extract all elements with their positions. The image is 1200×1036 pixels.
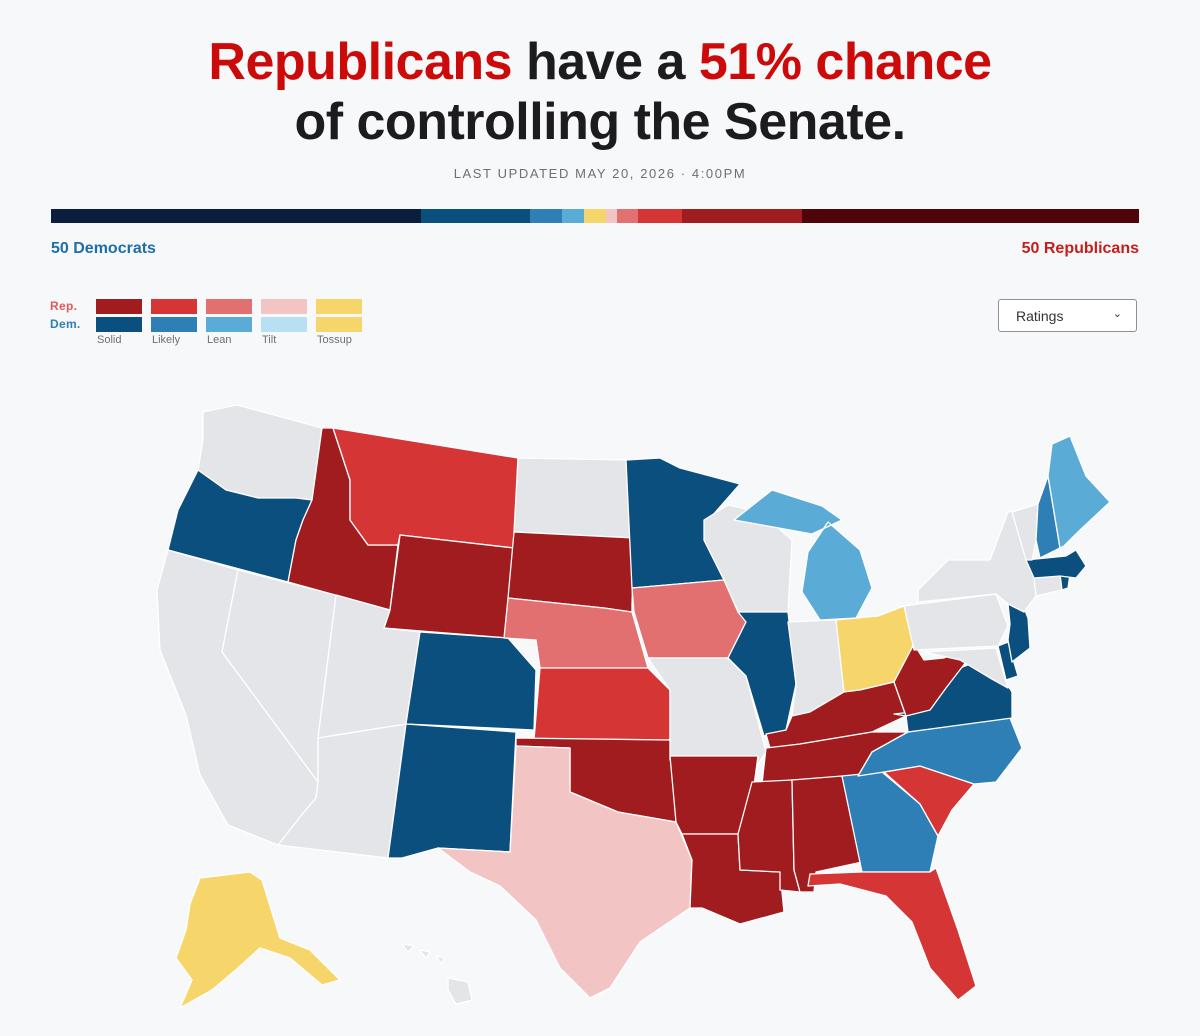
headline-line-1: Republicans have a 51% chance bbox=[0, 32, 1200, 92]
seat-bar-segment bbox=[420, 209, 530, 223]
rep-seat-count: 50 Republicans bbox=[1021, 240, 1139, 257]
legend-category-label: Tossup bbox=[317, 334, 352, 346]
legend-swatch-rep-solid bbox=[96, 299, 142, 314]
legend-swatch-dem-solid bbox=[96, 317, 142, 332]
state-CT[interactable] bbox=[1033, 575, 1063, 597]
state-AK[interactable] bbox=[175, 871, 341, 1009]
state-WY[interactable] bbox=[383, 534, 515, 639]
seat-bar-segment bbox=[681, 209, 802, 223]
state-TX[interactable] bbox=[437, 745, 693, 999]
legend-category-label: Lean bbox=[207, 334, 232, 346]
headline: Republicans have a 51% chance of control… bbox=[0, 32, 1200, 152]
view-select-value: Ratings bbox=[1016, 308, 1064, 324]
seat-bar-segment bbox=[638, 209, 682, 223]
state-MT[interactable] bbox=[332, 427, 519, 549]
legend-swatch-rep-tossup bbox=[316, 299, 362, 314]
legend-category-label: Solid bbox=[97, 334, 122, 346]
state-DE[interactable] bbox=[997, 641, 1019, 681]
legend-rep-label: Rep. bbox=[50, 299, 78, 313]
headline-connector: have a bbox=[512, 33, 699, 91]
legend-swatch-dem-tossup bbox=[316, 317, 362, 332]
chevron-down-icon: ⌄ bbox=[1112, 308, 1122, 320]
state-ND[interactable] bbox=[513, 457, 635, 539]
state-MI[interactable] bbox=[733, 489, 873, 621]
state-CO[interactable] bbox=[405, 631, 537, 731]
seat-bar-segment bbox=[529, 209, 563, 223]
dem-seat-count: 50 Democrats bbox=[51, 240, 156, 257]
headline-line-2: of controlling the Senate. bbox=[294, 93, 906, 151]
legend-dem-label: Dem. bbox=[50, 317, 81, 331]
legend-swatch-rep-tilt bbox=[261, 299, 307, 314]
seat-bar-segment bbox=[562, 209, 585, 223]
state-ME[interactable] bbox=[1047, 435, 1111, 549]
legend-swatch-dem-likely bbox=[151, 317, 197, 332]
state-HI[interactable] bbox=[401, 943, 473, 1005]
legend-category-label: Likely bbox=[152, 334, 181, 346]
legend-swatch-rep-lean bbox=[206, 299, 252, 314]
seat-bar-segment bbox=[801, 209, 1139, 223]
seat-bar-segment bbox=[616, 209, 639, 223]
state-FL[interactable] bbox=[807, 867, 977, 1001]
last-updated: LAST UPDATED MAY 20, 2026 · 4:00PM bbox=[453, 166, 747, 181]
legend-category-label: Tilt bbox=[262, 334, 277, 346]
headline-party: Republicans bbox=[208, 33, 513, 91]
seat-bar-segment bbox=[51, 209, 421, 223]
state-VT[interactable] bbox=[1011, 503, 1039, 561]
legend-swatch-dem-tilt bbox=[261, 317, 307, 332]
headline-probability: 51% chance bbox=[698, 33, 992, 91]
state-MD[interactable] bbox=[923, 647, 1009, 689]
legend-swatch-rep-likely bbox=[151, 299, 197, 314]
senate-seat-bar bbox=[51, 209, 1139, 223]
state-MA[interactable] bbox=[1025, 549, 1087, 579]
state-NH[interactable] bbox=[1035, 475, 1061, 559]
state-NM[interactable] bbox=[387, 723, 517, 859]
seat-bar-segment bbox=[584, 209, 606, 223]
legend-swatch-dem-lean bbox=[206, 317, 252, 332]
view-select-dropdown[interactable]: Ratings ⌄ bbox=[998, 299, 1137, 332]
seat-bar-segment bbox=[605, 209, 617, 223]
state-KS[interactable] bbox=[533, 667, 671, 741]
